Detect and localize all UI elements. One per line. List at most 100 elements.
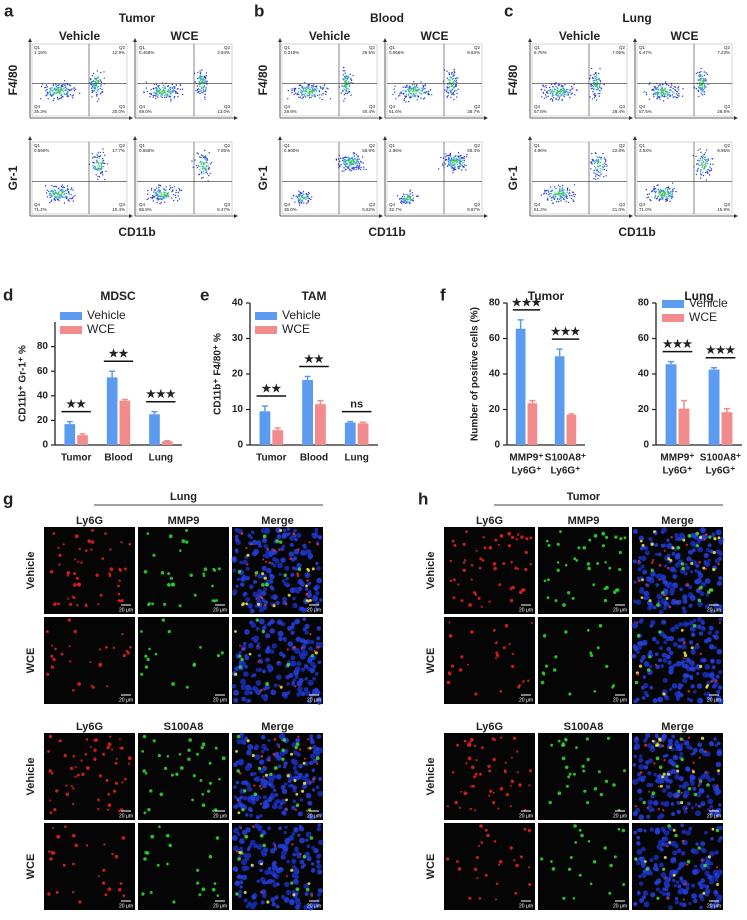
cytometry-dot: [207, 81, 208, 82]
cytometry-dot: [103, 160, 104, 161]
cytometry-dot: [654, 90, 655, 91]
cell: [65, 785, 67, 787]
cytometry-dot: [342, 171, 343, 172]
cytometry-dot: [664, 96, 665, 97]
cytometry-dot: [160, 95, 161, 96]
cell: [241, 603, 244, 606]
cytometry-dot: [153, 95, 154, 96]
cytometry-dot: [308, 87, 309, 88]
cytometry-dot: [153, 191, 154, 192]
cytometry-dot: [459, 158, 460, 159]
scale-bar-label: 20 μm: [307, 813, 321, 819]
nucleus: [308, 582, 311, 585]
cytometry-dot: [155, 93, 156, 94]
micrograph: 20 μm: [232, 617, 324, 705]
nucleus: [262, 670, 266, 674]
cytometry-dot: [700, 171, 701, 172]
cell: [257, 660, 259, 662]
nucleus: [666, 655, 671, 660]
nucleus: [646, 694, 649, 697]
cytometry-dot: [169, 185, 170, 186]
cell: [259, 785, 261, 787]
nucleus: [309, 761, 313, 765]
cell: [573, 773, 576, 776]
cytometry-dot: [170, 94, 171, 95]
cytometry-dot: [424, 84, 425, 85]
nucleus: [676, 697, 680, 701]
cytometry-dot: [605, 161, 606, 162]
cytometry-dot: [351, 170, 352, 171]
cytometry-dot: [199, 162, 200, 163]
legend-swatch: [662, 314, 684, 322]
cytometry-dot: [160, 198, 161, 199]
cytometry-dot: [417, 196, 418, 197]
cytometry-dot: [154, 95, 155, 96]
nucleus: [232, 557, 238, 563]
cytometry-dot: [574, 84, 575, 85]
cytometry-dot: [298, 91, 299, 92]
cytometry-dot: [170, 100, 171, 101]
panel-title: Lung: [622, 11, 651, 25]
nucleus: [637, 789, 642, 794]
cytometry-dot: [304, 82, 305, 83]
nucleus: [646, 576, 651, 581]
cell: [201, 793, 204, 796]
cell: [520, 535, 523, 538]
cytometry-dot: [597, 165, 598, 166]
cytometry-dot: [453, 157, 454, 158]
micrograph: 20 μm: [232, 733, 323, 820]
cytometry-dot: [158, 85, 159, 86]
cytometry-dot: [401, 93, 402, 94]
cytometry-dot: [421, 90, 422, 91]
quadrant-percent: 32.7%: [389, 207, 402, 212]
cell: [124, 778, 127, 781]
cytometry-dot: [559, 199, 560, 200]
nucleus: [692, 787, 696, 791]
cell: [475, 773, 478, 776]
cytometry-dot: [448, 82, 449, 83]
cell: [508, 544, 511, 547]
cytometry-dot: [358, 168, 359, 169]
cytometry-dot: [201, 178, 202, 179]
y-tick-label: 60: [489, 333, 501, 344]
cytometry-dot: [455, 155, 456, 156]
cytometry-dot: [156, 94, 157, 95]
cell: [101, 557, 104, 560]
error-bar: [164, 441, 170, 442]
cytometry-dot: [569, 97, 570, 98]
cytometry-dot: [704, 85, 705, 86]
cytometry-dot: [564, 91, 565, 92]
cytometry-dot: [55, 186, 56, 187]
cell: [265, 682, 269, 686]
cytometry-dot: [666, 194, 667, 195]
cytometry-dot: [658, 192, 659, 193]
cell: [171, 682, 175, 686]
cell: [115, 782, 118, 785]
cytometry-dot: [197, 78, 198, 79]
x-tick-label: S100A8⁺: [700, 453, 741, 464]
legend-label: WCE: [689, 310, 717, 324]
cytometry-dot: [65, 90, 66, 91]
nucleus: [694, 569, 698, 573]
cell: [122, 836, 126, 840]
cytometry-dot: [654, 197, 655, 198]
nucleus: [274, 558, 279, 563]
cytometry-dot: [456, 96, 457, 97]
cytometry-dot: [96, 160, 97, 161]
cytometry-dot: [595, 76, 596, 77]
cell: [507, 532, 511, 536]
legend-swatch: [60, 326, 82, 334]
cytometry-dot: [96, 162, 97, 163]
cytometry-dot: [202, 168, 203, 169]
nucleus: [276, 774, 282, 780]
cytometry-dot: [571, 89, 572, 90]
nucleus: [691, 627, 696, 632]
cytometry-dot: [462, 160, 463, 161]
nucleus: [693, 690, 697, 694]
cytometry-dot: [574, 94, 575, 95]
panel-letter: c: [504, 1, 513, 20]
cytometry-dot: [343, 167, 344, 168]
cytometry-dot: [672, 94, 673, 95]
nucleus: [286, 682, 290, 686]
cell: [217, 894, 220, 897]
